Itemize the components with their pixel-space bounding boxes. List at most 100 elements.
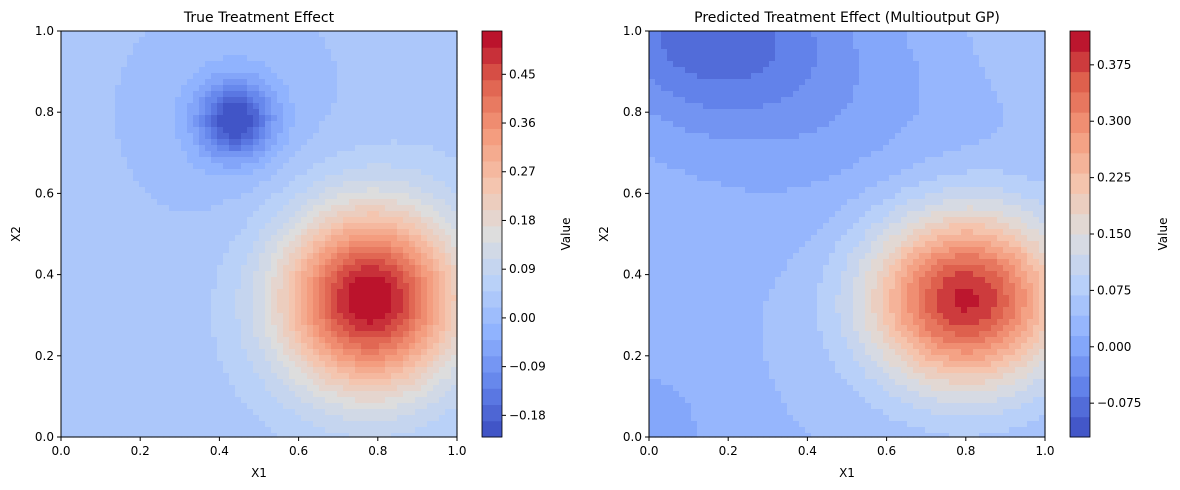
contour-cell	[241, 43, 248, 50]
contour-cell	[379, 121, 386, 128]
contour-cell	[205, 31, 212, 38]
contour-cell	[691, 37, 698, 44]
contour-cell	[73, 247, 80, 254]
contour-cell	[313, 379, 320, 386]
contour-cell	[973, 43, 980, 50]
contour-cell	[199, 235, 206, 242]
contour-cell	[409, 235, 416, 242]
contour-cell	[385, 193, 392, 200]
contour-cell	[67, 61, 74, 68]
colorbar-segment	[482, 355, 502, 373]
contour-cell	[91, 319, 98, 326]
contour-cell	[319, 31, 326, 38]
contour-cell	[403, 355, 410, 362]
contour-cell	[421, 127, 428, 134]
contour-cell	[61, 301, 68, 308]
contour-cell	[373, 67, 380, 74]
contour-cell	[235, 193, 242, 200]
contour-cell	[427, 67, 434, 74]
contour-cell	[367, 67, 374, 74]
contour-cell	[451, 433, 458, 438]
contour-cell	[79, 241, 86, 248]
contour-cell	[91, 91, 98, 98]
contour-cell	[739, 67, 746, 74]
contour-cell	[679, 49, 686, 56]
contour-cell	[355, 367, 362, 374]
contour-cell	[205, 271, 212, 278]
contour-cell	[217, 361, 224, 368]
contour-cell	[415, 139, 422, 146]
contour-cell	[433, 37, 440, 44]
contour-cell	[421, 55, 428, 62]
contour-cell	[313, 181, 320, 188]
contour-cell	[337, 133, 344, 140]
contour-cell	[397, 217, 404, 224]
contour-cell	[157, 103, 164, 110]
contour-cell	[343, 49, 350, 56]
contour-cell	[265, 337, 272, 344]
contour-cell	[277, 121, 284, 128]
contour-cell	[241, 379, 248, 386]
contour-cell	[79, 103, 86, 110]
contour-cell	[379, 97, 386, 104]
contour-cell	[265, 295, 272, 302]
contour-cell	[439, 295, 446, 302]
contour-cell	[283, 133, 290, 140]
contour-cell	[151, 127, 158, 134]
contour-cell	[661, 43, 668, 50]
contour-cell	[127, 307, 134, 314]
contour-cell	[427, 241, 434, 248]
contour-cell	[241, 151, 248, 158]
contour-cell	[181, 295, 188, 302]
contour-cell	[115, 319, 122, 326]
contour-cell	[739, 55, 746, 62]
contour-cell	[73, 193, 80, 200]
contour-cell	[175, 49, 182, 56]
contour-cell	[121, 229, 128, 236]
contour-cell	[97, 271, 104, 278]
contour-cell	[421, 31, 428, 38]
contour-cell	[241, 367, 248, 374]
contour-cell	[877, 31, 884, 38]
contour-cell	[379, 229, 386, 236]
contour-cell	[163, 55, 170, 62]
contour-cell	[301, 241, 308, 248]
contour-cell	[295, 355, 302, 362]
contour-cell	[211, 205, 218, 212]
contour-cell	[61, 265, 68, 272]
contour-cell	[73, 361, 80, 368]
contour-cell	[163, 331, 170, 338]
contour-cell	[445, 367, 452, 374]
contour-cell	[355, 361, 362, 368]
contour-cell	[109, 97, 116, 104]
contour-cell	[97, 43, 104, 50]
contour-cell	[103, 379, 110, 386]
contour-cell	[421, 223, 428, 230]
contour-cell	[145, 427, 152, 434]
contour-cell	[313, 97, 320, 104]
contour-cell	[163, 247, 170, 254]
contour-cell	[85, 169, 92, 176]
contour-cell	[187, 127, 194, 134]
contour-cell	[235, 373, 242, 380]
contour-cell	[67, 253, 74, 260]
contour-cell	[133, 349, 140, 356]
contour-cell	[229, 325, 236, 332]
contour-cell	[157, 271, 164, 278]
contour-cell	[415, 427, 422, 434]
contour-cell	[865, 49, 872, 56]
y-tick-label: 0.8	[35, 105, 54, 119]
contour-cell	[235, 367, 242, 374]
contour-cell	[661, 37, 668, 44]
contour-cell	[79, 421, 86, 428]
contour-cell	[217, 211, 224, 218]
contour-cell	[325, 319, 332, 326]
contour-cell	[169, 379, 176, 386]
contour-cell	[439, 175, 446, 182]
contour-cell	[343, 385, 350, 392]
contour-cell	[319, 361, 326, 368]
contour-cell	[235, 139, 242, 146]
contour-cell	[439, 151, 446, 158]
contour-cell	[409, 79, 416, 86]
contour-cell	[451, 403, 458, 410]
